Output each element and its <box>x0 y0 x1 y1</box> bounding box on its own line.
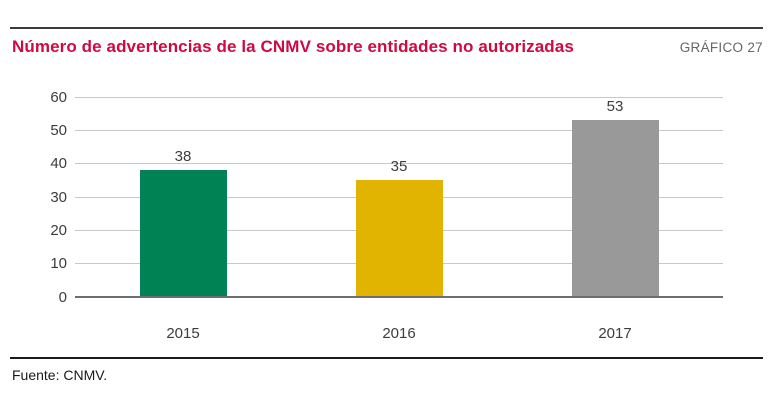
y-axis-tick-label: 10 <box>50 255 67 273</box>
y-axis-tick-label: 50 <box>50 121 67 139</box>
plot-area: 0 10 20 30 40 50 60 38 2015 35 2016 53 2017 <box>50 90 723 341</box>
x-axis-category-label-2016: 2016 <box>382 325 416 342</box>
x-axis-category-label-2015: 2015 <box>166 325 200 342</box>
gridline-y60 <box>75 96 723 98</box>
bar-value-label-2017: 53 <box>606 98 624 116</box>
chart-title: Número de advertencias de la CNMV sobre … <box>12 37 574 56</box>
bottom-divider <box>10 357 763 359</box>
y-axis-tick-label: 40 <box>50 155 67 173</box>
x-axis-category-label-2017: 2017 <box>598 325 632 342</box>
figure-number-label: GRÁFICO 27 <box>679 40 763 55</box>
x-axis-baseline <box>75 296 723 298</box>
bar-value-label-2016: 35 <box>390 158 408 176</box>
y-axis-tick-label: 20 <box>50 221 67 239</box>
y-axis-tick-label: 30 <box>50 188 67 206</box>
gridline-y50 <box>75 129 723 131</box>
bar-2017 <box>571 120 659 296</box>
bar-2016 <box>355 180 443 296</box>
gridline-y40 <box>75 163 723 165</box>
source-note: Fuente: CNMV. <box>12 367 108 383</box>
bar-value-label-2015: 38 <box>174 148 192 166</box>
bar-2015 <box>139 170 227 296</box>
y-axis-tick-label: 0 <box>58 288 67 306</box>
top-divider <box>10 27 763 29</box>
y-axis-tick-label: 60 <box>50 88 67 106</box>
